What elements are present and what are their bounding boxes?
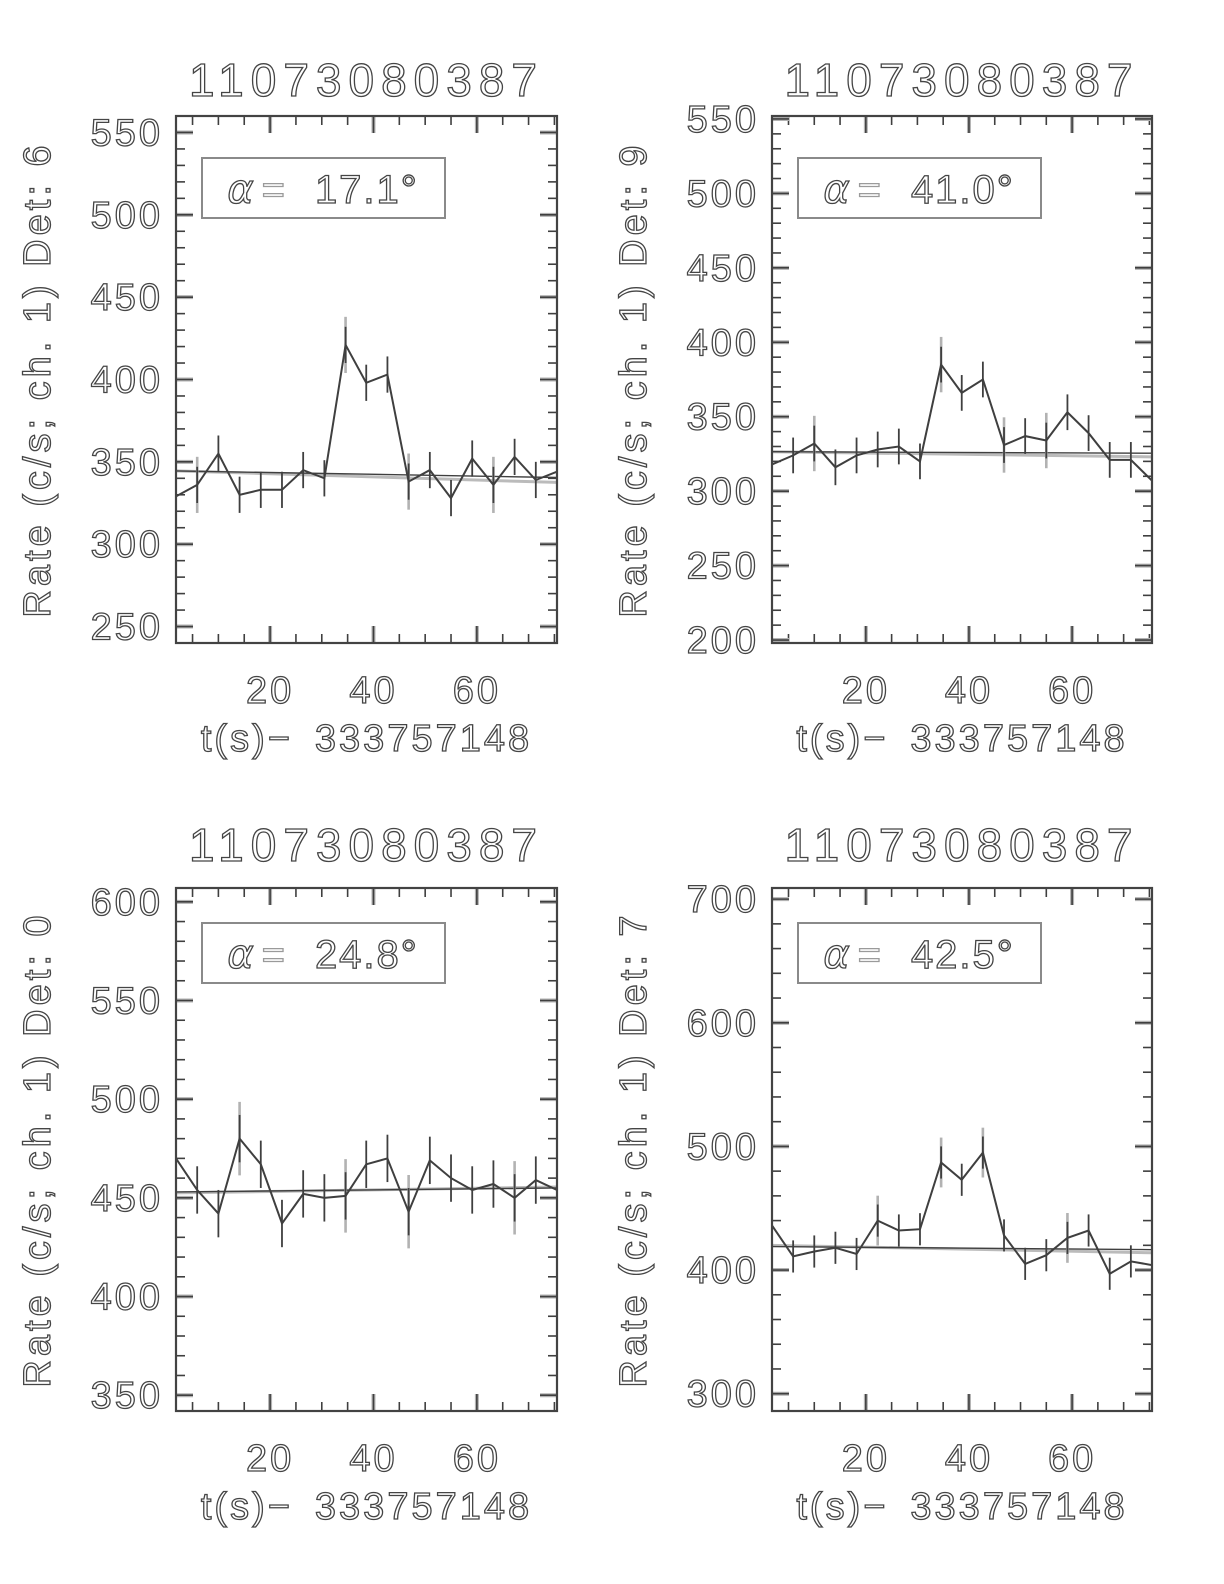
alpha-annotation-box	[201, 157, 446, 219]
lightcurve-line	[772, 362, 1152, 482]
plot-frame	[174, 886, 559, 1413]
alpha-annotation-box	[797, 157, 1042, 219]
x-tick-label: 40	[945, 670, 993, 712]
data-layer	[772, 1127, 1152, 1290]
plot-title: 11073080387	[785, 54, 1140, 106]
lightcurve-panel-det7: 11073080387 Rate (c/s; ch. 1) Det: 7 t(s)−…	[612, 818, 1154, 1529]
plot-frame	[174, 114, 559, 645]
x-tick-label: 40	[349, 1438, 397, 1480]
x-tick-label: 40	[349, 670, 397, 712]
data-layer	[176, 1101, 557, 1249]
x-axis-label: t(s)− 333757148	[796, 1486, 1127, 1528]
alpha-annotation-text: α = 17.1°	[227, 167, 419, 213]
alpha-annotation-text: α = 24.8°	[227, 932, 419, 978]
plot-title: 11073080387	[785, 819, 1140, 871]
y-tick-label: 400	[687, 1250, 759, 1292]
plot-frame	[770, 114, 1154, 645]
y-tick-label: 250	[687, 546, 759, 588]
y-axis-label: Rate (c/s; ch. 1) Det: 0	[17, 911, 59, 1387]
x-tick-label: 20	[246, 1438, 294, 1480]
plot-title: 11073080387	[189, 819, 544, 871]
y-axis-label: Rate (c/s; ch. 1) Det: 9	[613, 141, 655, 617]
y-tick-label: 300	[687, 471, 759, 513]
alpha-annotation-text: α = 42.5°	[823, 932, 1015, 978]
data-layer	[176, 316, 557, 517]
alpha-annotation-box	[201, 922, 446, 984]
y-tick-label: 400	[91, 1277, 163, 1319]
lightcurve-line	[772, 1150, 1152, 1276]
plot-title: 11073080387	[189, 54, 544, 106]
x-axis-label: t(s)− 333757148	[796, 718, 1127, 760]
lightcurve-line	[176, 1136, 557, 1226]
x-tick-label: 20	[246, 670, 294, 712]
y-tick-label: 450	[91, 1178, 163, 1220]
x-axis-label: t(s)− 333757148	[201, 718, 532, 760]
y-tick-label: 250	[91, 607, 163, 649]
y-tick-label: 350	[91, 1375, 163, 1417]
alpha-annotation-box	[797, 922, 1042, 984]
y-axis-label: Rate (c/s; ch. 1) Det: 6	[17, 141, 59, 617]
x-tick-label: 60	[1048, 670, 1096, 712]
lightcurve-panel-det0: 11073080387 Rate (c/s; ch. 1) Det: 0 t(s)−…	[16, 818, 559, 1529]
x-tick-label: 60	[453, 670, 501, 712]
y-tick-label: 500	[687, 173, 759, 215]
y-tick-label: 600	[91, 882, 163, 924]
y-tick-label: 500	[687, 1126, 759, 1168]
data-layer	[772, 336, 1152, 499]
x-tick-label: 40	[945, 1438, 993, 1480]
x-tick-label: 20	[842, 1438, 890, 1480]
y-tick-label: 600	[687, 1003, 759, 1045]
x-tick-label: 60	[1048, 1438, 1096, 1480]
y-tick-label: 550	[91, 980, 163, 1022]
y-tick-label: 700	[687, 879, 759, 921]
y-tick-label: 500	[91, 195, 163, 237]
plot-frame	[770, 886, 1154, 1413]
y-tick-label: 200	[687, 620, 759, 662]
y-tick-label: 300	[687, 1374, 759, 1416]
alpha-annotation-text: α = 41.0°	[823, 167, 1015, 213]
y-tick-label: 350	[91, 442, 163, 484]
y-tick-label: 400	[91, 360, 163, 402]
lightcurve-panel-det9: 11073080387 Rate (c/s; ch. 1) Det: 9 t(s)−…	[612, 53, 1154, 761]
y-tick-label: 550	[687, 99, 759, 141]
y-tick-label: 350	[687, 397, 759, 439]
y-tick-label: 450	[687, 248, 759, 290]
x-axis-label: t(s)− 333757148	[201, 1486, 532, 1528]
lightcurve-panel-det6: 11073080387 Rate (c/s; ch. 1) Det: 6 t(s)−…	[16, 53, 559, 761]
x-tick-label: 20	[842, 670, 890, 712]
y-tick-label: 450	[91, 277, 163, 319]
x-tick-label: 60	[453, 1438, 501, 1480]
y-tick-label: 550	[91, 112, 163, 154]
y-axis-label: Rate (c/s; ch. 1) Det: 7	[613, 911, 655, 1387]
y-tick-label: 300	[91, 524, 163, 566]
y-tick-label: 400	[687, 322, 759, 364]
y-tick-label: 500	[91, 1079, 163, 1121]
lightcurve-line	[176, 341, 557, 500]
